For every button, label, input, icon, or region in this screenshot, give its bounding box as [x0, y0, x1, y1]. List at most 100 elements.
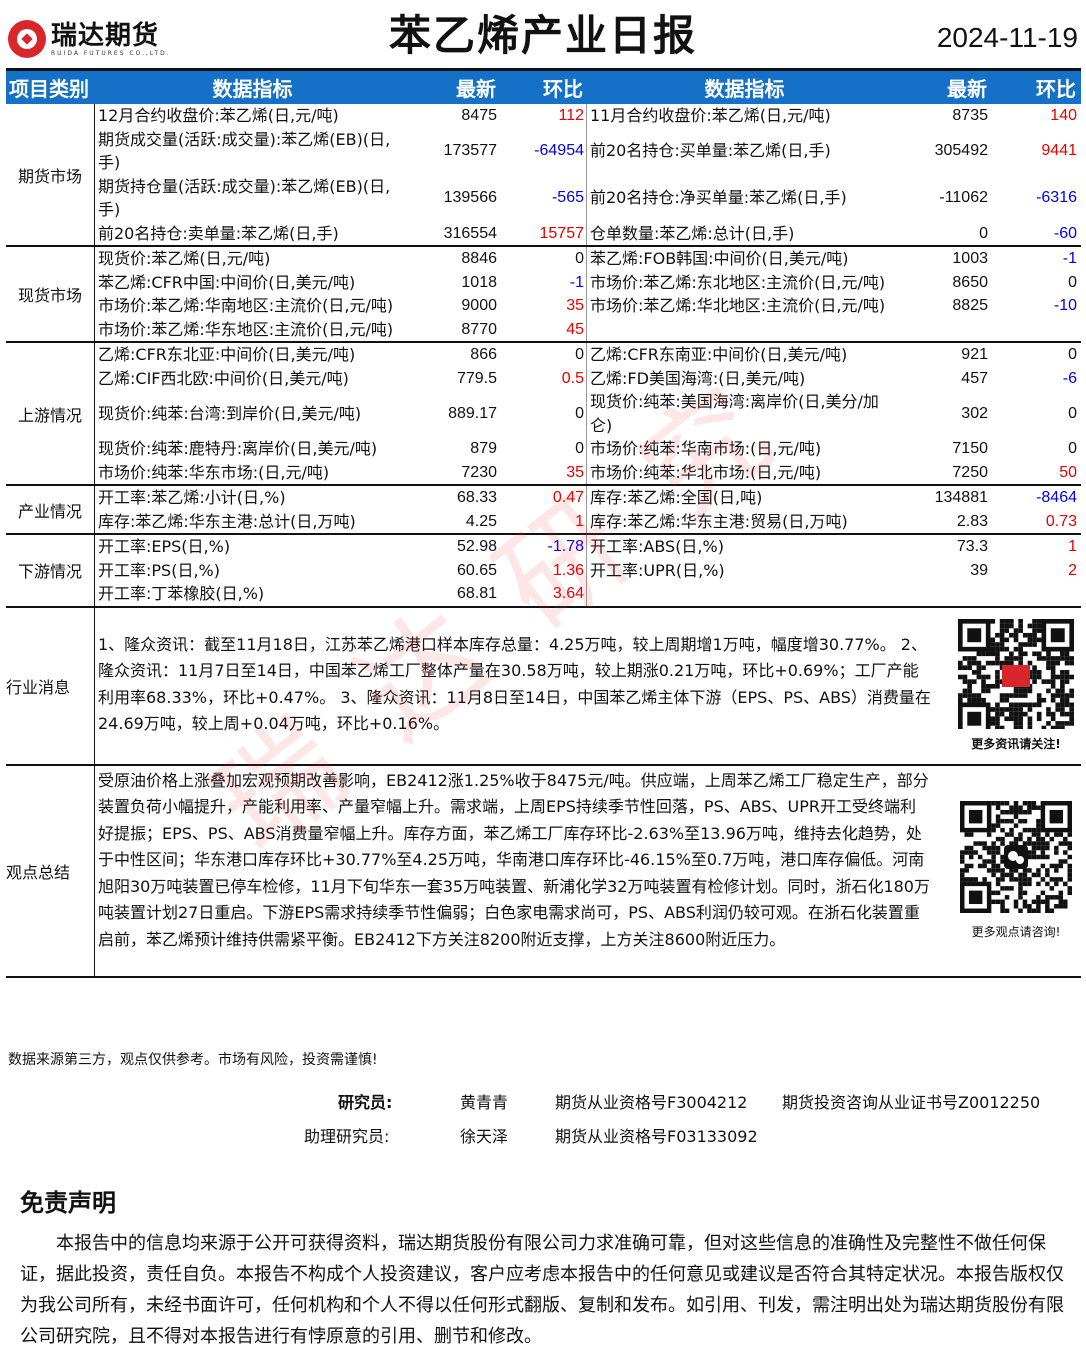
- latest-value: 139566: [443, 189, 497, 207]
- header-indicator: 数据指标: [212, 77, 293, 101]
- disclaimer-title: 免责声明: [20, 1189, 116, 1217]
- indicator-name: 乙烯:CFR东南亚:中间价(日,美元/吨): [586, 343, 901, 367]
- researcher-label: 研究员:: [338, 1093, 393, 1112]
- indicator-name: 乙烯:CFR东北亚:中间价(日,美元/吨): [98, 345, 356, 364]
- latest-value: 8650: [952, 273, 988, 291]
- summary-qr-caption: 更多观点请咨询!: [971, 925, 1061, 939]
- indicator-name: 市场价:纯苯:华南市场:(日,元/吨): [586, 437, 901, 461]
- change-value: 0: [575, 346, 584, 363]
- header-category: 项目类别: [9, 77, 89, 101]
- table-row: 前20名持仓:卖单量:苯乙烯(日,手) 316554 15757 仓单数量:苯乙烯:总…: [95, 221, 1081, 245]
- table-row: 开工率:丁苯橡胶(日,%) 68.81 3.64: [95, 582, 1081, 606]
- indicator-name: 市场价:纯苯:华北市场:(日,元/吨): [586, 460, 901, 484]
- latest-value: 173577: [443, 142, 497, 160]
- table-row: 现货价:纯苯:鹿特丹:离岸价(日,美元/吨) 879 0 市场价:纯苯:华南市场:(日…: [95, 437, 1081, 461]
- indicator-name: 前20名持仓:卖单量:苯乙烯(日,手): [98, 223, 339, 243]
- change-value: 0: [575, 250, 584, 267]
- latest-value: 1003: [952, 250, 988, 267]
- indicator-name: 库存:苯乙烯:华东主港:贸易(日,万吨): [586, 509, 901, 533]
- header-indicator-2: 数据指标: [704, 77, 785, 101]
- change-value: 45: [566, 320, 584, 338]
- summary-text: 受原油价格上涨叠加宏观预期改善影响，EB2412涨1.25%收于8475元/吨。…: [98, 770, 930, 949]
- section-label: 现货市场: [6, 247, 95, 341]
- table-row: 市场价:纯苯:华东市场:(日,元/吨) 7230 35 市场价:纯苯:华北市场:(日,…: [95, 460, 1081, 484]
- table-row: 期货持仓量(活跃:成交量):苯乙烯(EB)(日,手) 139566 -565 前20名…: [95, 174, 1081, 222]
- table-row: 12月合约收盘价:苯乙烯(日,元/吨) 8475 112 11月合约收盘价:苯乙烯(日…: [95, 104, 1081, 128]
- change-value: 0: [1068, 404, 1077, 422]
- indicator-name: 开工率:EPS(日,%): [98, 537, 231, 556]
- change-value: 1.36: [552, 561, 584, 579]
- change-value: 0.73: [1045, 512, 1077, 530]
- table-row: 现货价:苯乙烯(日,元/吨) 8846 0 苯乙烯:FOB韩国:中间价(日,美元/吨)…: [95, 247, 1081, 271]
- change-value: 0: [1068, 440, 1077, 457]
- news-text: 1、隆众资讯：截至11月18日，江苏苯乙烯港口样本库存总量：4.25万吨，较上周…: [98, 634, 931, 734]
- indicator-name: 开工率:苯乙烯:小计(日,%): [98, 488, 286, 507]
- section-label: 上游情况: [6, 343, 95, 484]
- latest-value: 73.3: [956, 538, 988, 555]
- researcher-license: 期货从业资格号F3004212: [555, 1093, 748, 1112]
- latest-value: 779.5: [456, 369, 497, 387]
- change-value: 0: [575, 404, 584, 422]
- change-value: -1: [1062, 250, 1077, 267]
- latest-value: 68.81: [456, 585, 497, 602]
- latest-value: 2.83: [956, 512, 988, 530]
- indicator-name: 乙烯:FD美国海湾:(日,美元/吨): [586, 366, 901, 390]
- indicator-name: [586, 582, 901, 606]
- section-label: 下游情况: [6, 535, 95, 606]
- indicator-name: 市场价:苯乙烯:东北地区:主流价(日,元/吨): [586, 270, 901, 294]
- table-row: 开工率:苯乙烯:小计(日,%) 68.33 0.47 库存:苯乙烯:全国(日,吨) 13…: [95, 486, 1081, 510]
- change-value: 35: [566, 297, 584, 314]
- indicator-name: 开工率:ABS(日,%): [586, 535, 901, 559]
- latest-value: 134881: [934, 489, 988, 506]
- change-value: 3.64: [552, 585, 584, 602]
- indicator-name: 现货价:纯苯:美国海湾:离岸价(日,美分/加仑): [586, 390, 901, 437]
- indicator-name: 市场价:苯乙烯:华南地区:主流价(日,元/吨): [98, 296, 394, 315]
- summary-section: 观点总结 受原油价格上涨叠加宏观预期改善影响，EB2412涨1.25%收于847…: [6, 765, 1081, 978]
- change-value: 2: [1068, 561, 1077, 579]
- latest-value: 302: [961, 404, 988, 422]
- indicator-name: 库存:苯乙烯:全国(日,吨): [586, 486, 901, 510]
- latest-value: 316554: [443, 224, 497, 242]
- section-label: 产业情况: [6, 486, 95, 533]
- change-value: 9441: [1041, 142, 1077, 160]
- researcher-name: 黄青青: [460, 1093, 509, 1112]
- logo-name: 瑞达期货: [51, 20, 160, 51]
- latest-value: [901, 318, 990, 342]
- latest-value: 9000: [461, 297, 497, 314]
- change-value: -6316: [1036, 189, 1077, 207]
- assistant-name: 徐天泽: [460, 1127, 509, 1146]
- latest-value: 921: [961, 346, 988, 363]
- header-change-2: 环比: [1036, 77, 1076, 101]
- section-0: 期货市场 12月合约收盘价:苯乙烯(日,元/吨) 8475 112 11月合约收盘价:苯…: [6, 104, 1081, 247]
- indicator-name: 现货价:纯苯:台湾:到岸价(日,美元/吨): [98, 403, 362, 423]
- change-value: 15757: [539, 224, 585, 242]
- news-qr: 更多资讯请关注!: [951, 608, 1081, 764]
- latest-value: [901, 582, 990, 606]
- latest-value: 7250: [952, 463, 988, 481]
- disclaimer-text: 本报告中的信息均来源于公开可获得资料，瑞达期货股份有限公司力求准确可靠，但对这些…: [20, 1233, 1064, 1347]
- latest-value: 889.17: [448, 404, 497, 422]
- latest-value: -11062: [939, 189, 988, 207]
- latest-value: 39: [970, 561, 988, 579]
- indicator-name: 现货价:纯苯:鹿特丹:离岸价(日,美元/吨): [98, 439, 378, 458]
- change-value: 140: [1050, 107, 1077, 124]
- change-value: -60: [1053, 224, 1077, 242]
- indicator-name: 期货成交量(活跃:成交量):苯乙烯(EB)(日,手): [98, 129, 391, 173]
- indicator-name: 前20名持仓:净买单量:苯乙烯(日,手): [586, 174, 901, 222]
- logo-english: RUIDA FUTURES CO.,LTD.: [51, 49, 171, 57]
- indicator-name: 仓单数量:苯乙烯:总计(日,手): [586, 221, 901, 245]
- summary-label: 观点总结: [6, 765, 95, 976]
- latest-value: 7230: [461, 463, 497, 481]
- change-value: 0.5: [561, 369, 584, 387]
- latest-value: 8770: [461, 320, 497, 338]
- latest-value: 8825: [952, 297, 988, 314]
- change-value: 112: [558, 107, 584, 124]
- report-title: 苯乙烯产业日报: [388, 11, 697, 60]
- news-qr-caption: 更多资讯请关注!: [971, 737, 1061, 751]
- qr-code-icon: [958, 619, 1074, 729]
- report-date: 2024-11-19: [936, 22, 1078, 53]
- change-value: -1: [569, 273, 584, 291]
- indicator-name: 市场价:纯苯:华东市场:(日,元/吨): [98, 462, 330, 482]
- news-label: 行业消息: [6, 607, 95, 764]
- latest-value: 866: [470, 346, 497, 363]
